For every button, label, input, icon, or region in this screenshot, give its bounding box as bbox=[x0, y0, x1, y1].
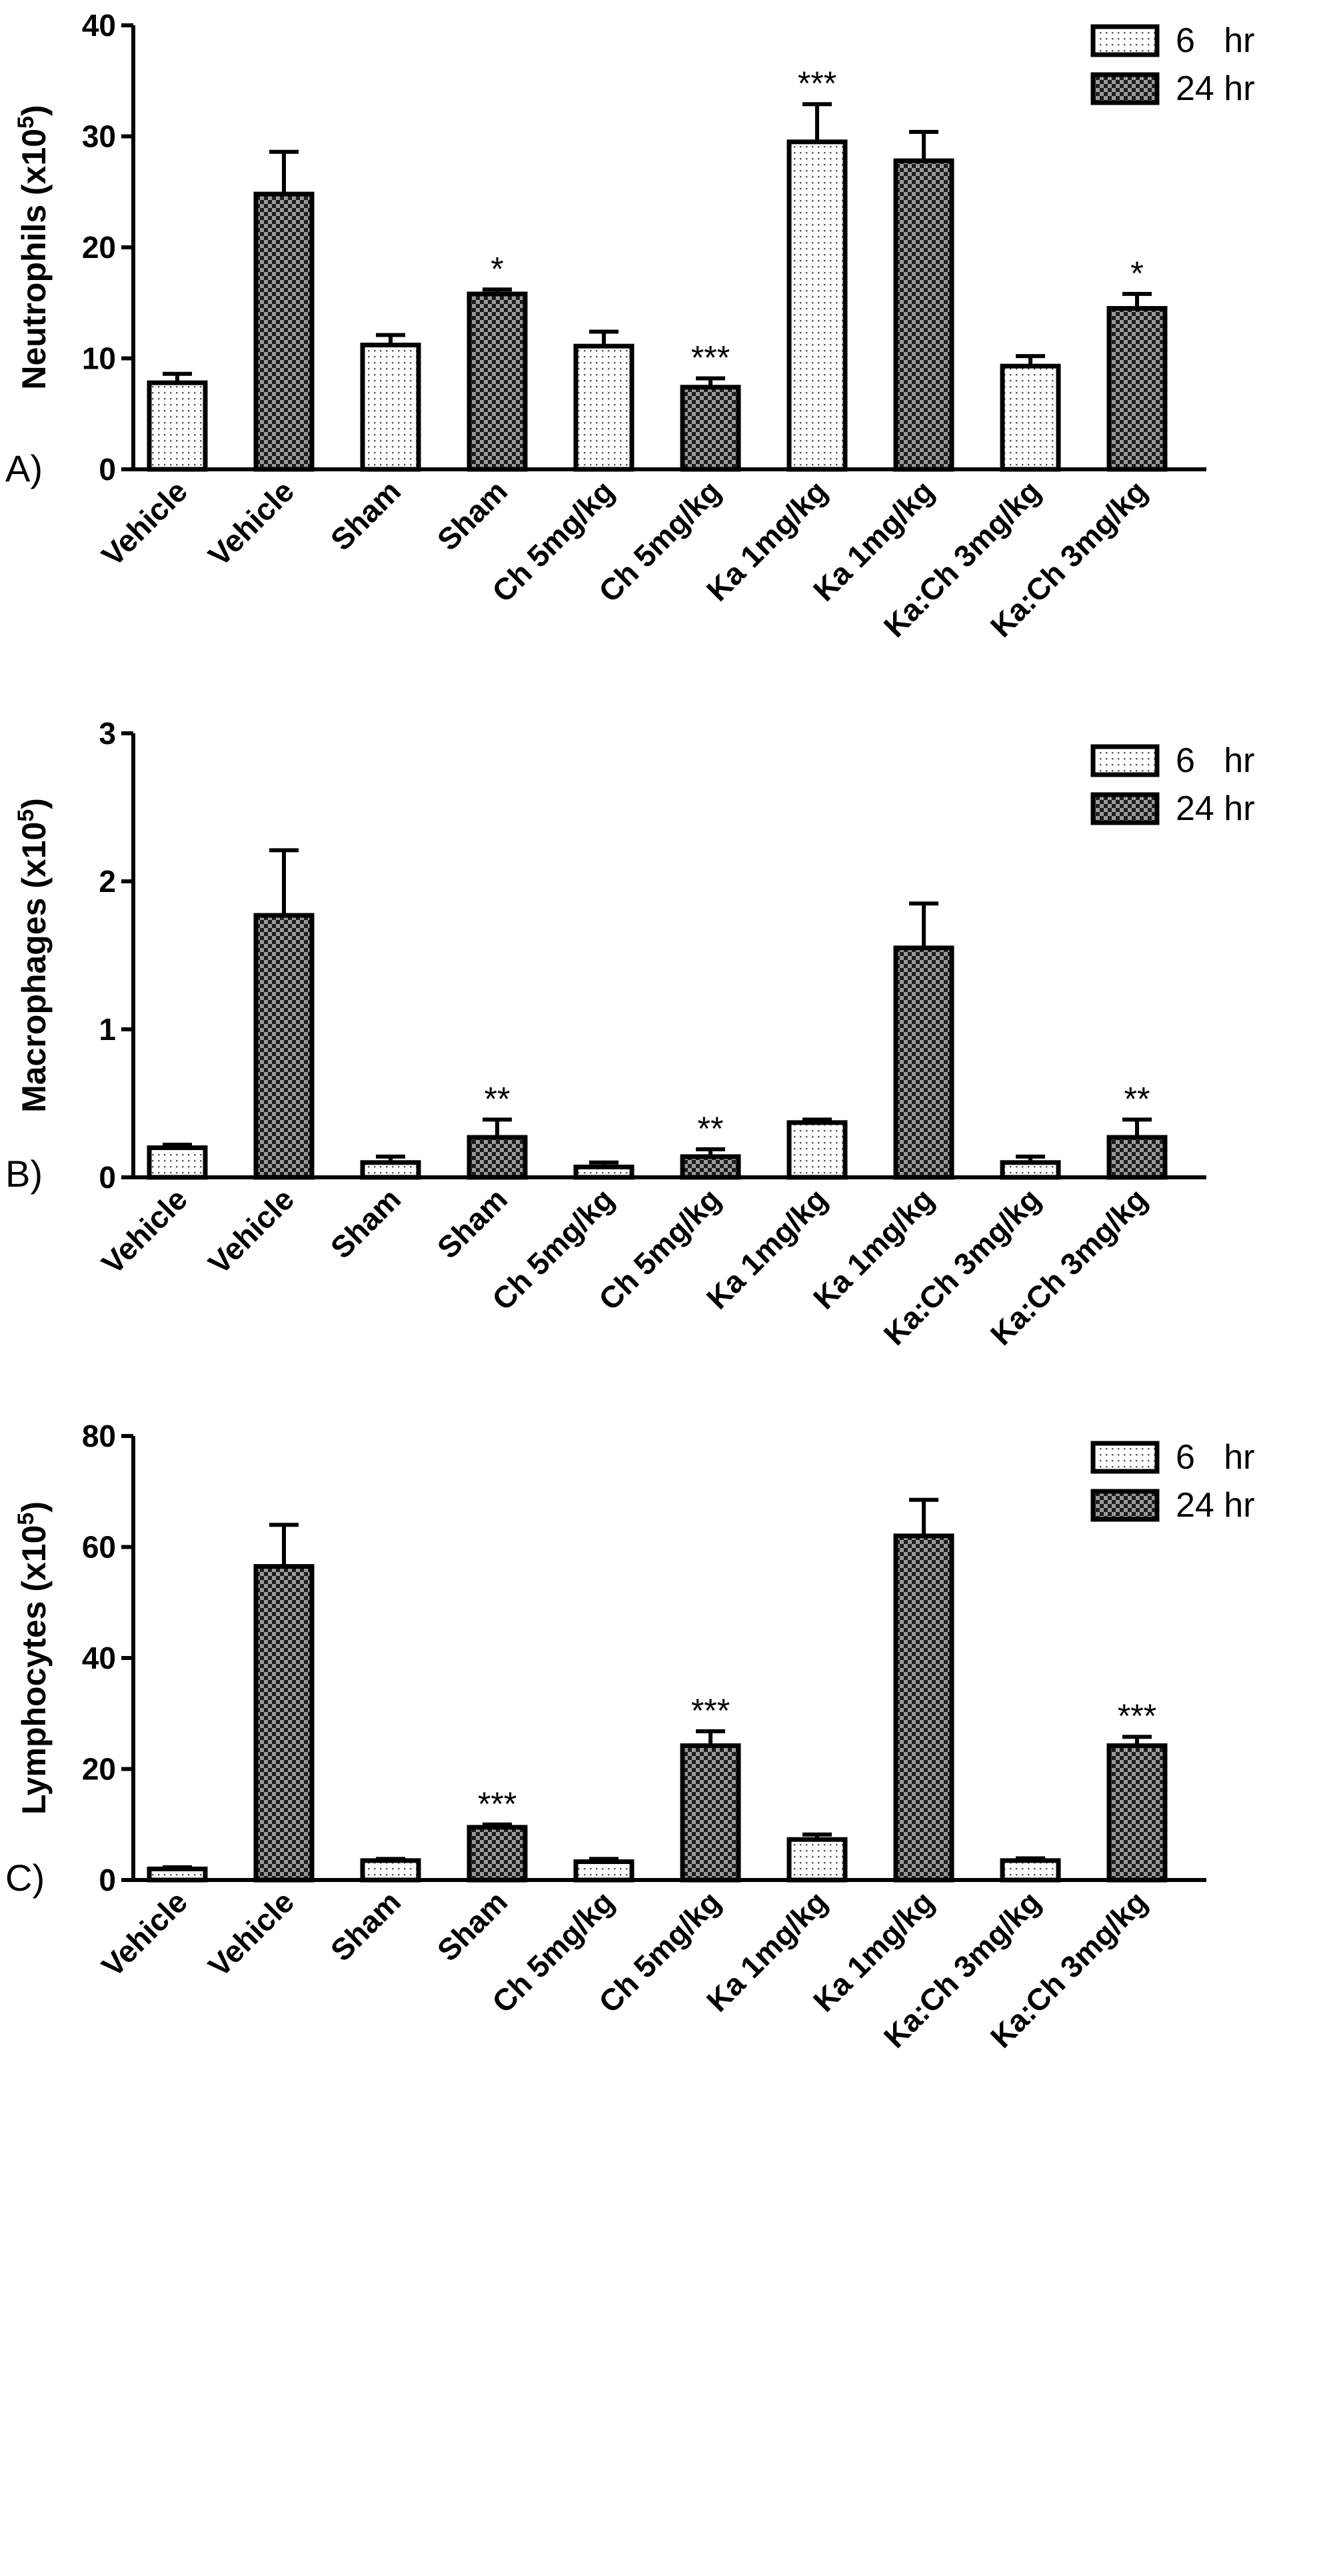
category-label: Vehicle bbox=[201, 1884, 301, 1983]
panel-letter: B) bbox=[5, 1153, 43, 1195]
legend-swatch bbox=[1090, 72, 1160, 105]
category-label: Sham bbox=[324, 473, 407, 557]
y-tick-label: 0 bbox=[99, 452, 116, 487]
bar bbox=[1000, 1160, 1061, 1180]
significance-label: *** bbox=[691, 339, 730, 376]
y-tick-label: 20 bbox=[82, 1752, 116, 1787]
bar bbox=[1000, 363, 1061, 472]
category-label: Sham bbox=[324, 1181, 407, 1265]
bar bbox=[147, 380, 208, 472]
significance-label: * bbox=[1130, 255, 1143, 292]
y-tick-label: 80 bbox=[82, 1419, 116, 1453]
y-tick-label: 40 bbox=[82, 8, 116, 43]
significance-label: * bbox=[491, 250, 503, 287]
legend-label: 6 hr bbox=[1176, 741, 1255, 780]
bar bbox=[573, 1164, 635, 1180]
legend-label: 24 hr bbox=[1176, 69, 1255, 108]
category-label: Sham bbox=[431, 1884, 514, 1967]
panel-letter: A) bbox=[5, 447, 43, 489]
y-tick-label: 10 bbox=[82, 341, 116, 376]
bar bbox=[1106, 1743, 1168, 1883]
bar bbox=[893, 158, 954, 472]
bar bbox=[893, 1533, 954, 1883]
panel-1: 0 1 2 3 Macrophages (x105) B) Vehicle Vehicle Sh… bbox=[5, 716, 1255, 1352]
legend-swatch bbox=[1090, 744, 1160, 777]
category-label: Vehicle bbox=[95, 1884, 194, 1983]
legend-swatch bbox=[1090, 1441, 1160, 1474]
y-axis-title: Lymphocytes (x105) bbox=[13, 1501, 53, 1815]
significance-label: ** bbox=[485, 1080, 511, 1117]
bar bbox=[253, 913, 315, 1180]
significance-label: *** bbox=[1118, 1697, 1156, 1735]
bar bbox=[573, 1859, 635, 1883]
legend-label: 24 hr bbox=[1176, 1486, 1255, 1525]
category-label: Sham bbox=[324, 1884, 407, 1967]
bar bbox=[467, 291, 528, 472]
significance-label: ** bbox=[698, 1110, 724, 1147]
category-label: Vehicle bbox=[95, 1181, 194, 1281]
bar bbox=[680, 1743, 741, 1883]
bar bbox=[680, 1154, 741, 1180]
bar bbox=[467, 1135, 528, 1180]
significance-label: *** bbox=[478, 1785, 517, 1823]
y-axis-title: Macrophages (x105) bbox=[13, 798, 53, 1113]
y-tick-label: 1 bbox=[99, 1012, 116, 1047]
bar bbox=[253, 191, 315, 472]
legend-swatch bbox=[1090, 24, 1160, 57]
significance-label: ** bbox=[1124, 1080, 1150, 1117]
bar bbox=[1106, 1135, 1168, 1180]
legend-swatch bbox=[1090, 792, 1160, 825]
y-tick-label: 0 bbox=[99, 1863, 116, 1897]
y-tick-label: 20 bbox=[82, 230, 116, 265]
significance-label: *** bbox=[691, 1692, 730, 1729]
legend-label: 24 hr bbox=[1176, 789, 1255, 828]
panel-0: 0 10 20 30 40 Neutrophils (x105) A) Vehicle Vehi… bbox=[5, 8, 1255, 644]
category-label: Vehicle bbox=[95, 473, 194, 573]
bar bbox=[680, 385, 741, 472]
bar bbox=[467, 1825, 528, 1883]
bar bbox=[360, 1160, 421, 1180]
bar bbox=[360, 343, 421, 472]
bar bbox=[786, 1837, 848, 1883]
bar bbox=[786, 1120, 848, 1180]
bar bbox=[253, 1564, 315, 1883]
bar bbox=[360, 1858, 421, 1883]
bar bbox=[1000, 1858, 1061, 1883]
category-label: Vehicle bbox=[201, 1181, 301, 1281]
bar bbox=[1106, 306, 1168, 472]
y-axis-title: Neutrophils (x105) bbox=[13, 105, 53, 389]
bar bbox=[147, 1145, 208, 1180]
y-tick-label: 2 bbox=[99, 864, 116, 899]
category-label: Sham bbox=[431, 473, 514, 557]
y-tick-label: 0 bbox=[99, 1160, 116, 1195]
significance-label: *** bbox=[798, 65, 836, 102]
bar bbox=[573, 343, 635, 472]
bar bbox=[147, 1866, 208, 1883]
y-tick-label: 30 bbox=[82, 119, 116, 154]
y-tick-label: 40 bbox=[82, 1641, 116, 1675]
bar bbox=[786, 139, 848, 472]
y-tick-label: 3 bbox=[99, 716, 116, 751]
legend-label: 6 hr bbox=[1176, 21, 1255, 60]
panel-letter: C) bbox=[5, 1857, 45, 1899]
category-label: Sham bbox=[431, 1181, 514, 1265]
panel-2: 0 20 40 60 80 Lymphocytes (x105) C) Vehicle Vehi… bbox=[5, 1419, 1255, 2055]
y-tick-label: 60 bbox=[82, 1530, 116, 1565]
legend-label: 6 hr bbox=[1176, 1438, 1255, 1477]
bar bbox=[893, 945, 954, 1180]
legend-swatch bbox=[1090, 1489, 1160, 1522]
category-label: Vehicle bbox=[201, 473, 301, 573]
